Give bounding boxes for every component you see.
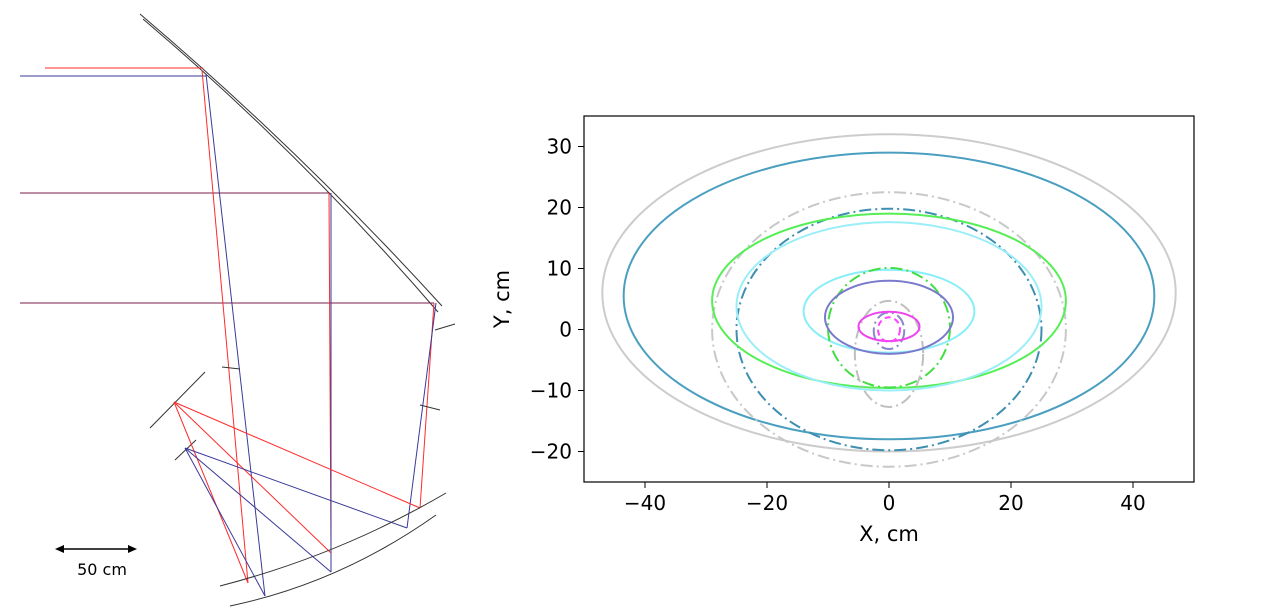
series-ellipse-1 xyxy=(601,133,1177,453)
ticks-layer: −40 −20 0 20 40 −20 −10 0 10 20 30 xyxy=(530,135,1146,516)
ray-ticks xyxy=(221,323,456,411)
x-tick-label: 40 xyxy=(1120,491,1145,515)
scale-bar: 50 cm xyxy=(55,545,137,579)
primary-mirror xyxy=(139,13,443,313)
series-ellipse-9 xyxy=(853,299,925,408)
secondary-mirror xyxy=(149,371,206,461)
focal-surface xyxy=(219,492,447,607)
optics-diagram xyxy=(20,13,456,607)
x-tick-label: 20 xyxy=(998,491,1023,515)
series-ellipse-11 xyxy=(872,311,906,351)
y-tick-label: −10 xyxy=(530,379,572,403)
series-layer xyxy=(601,133,1177,468)
series-ellipse-10 xyxy=(823,279,955,355)
spot-diagram-chart: −40 −20 0 20 40 −20 −10 0 10 20 30 X, cm Y, cm xyxy=(490,115,1195,546)
y-tick-label: −20 xyxy=(530,440,572,464)
incoming-rays xyxy=(20,67,434,304)
scale-bar-label: 50 cm xyxy=(77,560,127,579)
x-tick-label: −20 xyxy=(746,491,788,515)
series-ellipse-7 xyxy=(802,268,976,354)
plot-frame xyxy=(583,115,1195,483)
y-tick-label: 0 xyxy=(559,318,572,342)
y-axis-label: Y, cm xyxy=(490,270,514,329)
y-tick-label: 30 xyxy=(547,135,572,159)
x-tick-label: −40 xyxy=(624,491,666,515)
series-ellipse-12 xyxy=(857,310,921,343)
x-tick-label: 0 xyxy=(883,491,896,515)
y-tick-label: 20 xyxy=(547,196,572,220)
series-ellipse-8 xyxy=(827,266,951,389)
series-ellipse-4 xyxy=(735,207,1043,452)
series-ellipse-6 xyxy=(735,221,1043,392)
series-ellipse-13 xyxy=(877,316,901,343)
secondary-rays xyxy=(173,401,421,597)
series-ellipse-3 xyxy=(711,191,1067,468)
reflected-rays xyxy=(201,69,437,597)
series-ellipse-2 xyxy=(622,151,1156,441)
x-axis-label: X, cm xyxy=(859,522,919,546)
y-tick-label: 10 xyxy=(547,257,572,281)
